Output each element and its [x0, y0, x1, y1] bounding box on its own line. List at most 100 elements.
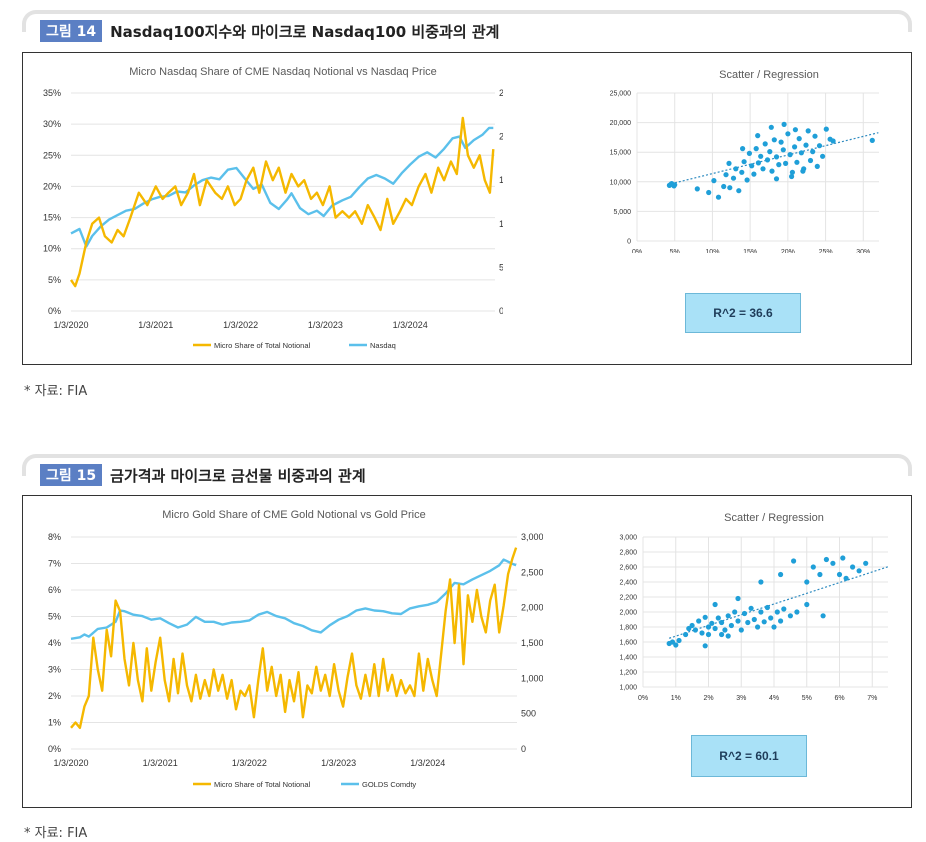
scatter-y-tick-label: 1,400 [619, 655, 637, 662]
scatter-y-tick-label: 5,000 [613, 209, 631, 216]
figure-14-panel: Micro Nasdaq Share of CME Nasdaq Notiona… [22, 52, 912, 365]
scatter-point [689, 622, 695, 629]
scatter-point [726, 160, 732, 166]
series-line-0 [70, 547, 518, 729]
y-left-tick-label: 3% [48, 665, 61, 675]
scatter-y-tick-label: 1,200 [619, 670, 637, 677]
y-right-tick-label: 2,500 [521, 567, 543, 577]
scatter-point [725, 613, 731, 619]
y-left-tick-label: 7% [48, 559, 61, 569]
x-tick-label: 1/3/2021 [138, 320, 173, 330]
y-left-tick-label: 5% [48, 612, 61, 622]
scatter-y-tick-label: 0 [627, 239, 631, 246]
figure-14-line-chart: Micro Nasdaq Share of CME Nasdaq Notiona… [43, 66, 503, 350]
scatter-point [732, 609, 738, 615]
scatter-point [715, 615, 721, 621]
scatter-point [712, 625, 718, 632]
scatter-point [817, 571, 823, 578]
scatter-x-tick-label: 0% [638, 695, 648, 702]
scatter-y-tick-label: 25,000 [610, 91, 632, 98]
figure-15-r2-box: R^2 = 60.1 [691, 735, 807, 777]
scatter-title: Scatter / Regression [724, 512, 824, 524]
scatter-point [758, 609, 764, 615]
scatter-point [850, 564, 856, 570]
scatter-point [748, 605, 754, 611]
scatter-point [712, 601, 718, 608]
scatter-point [778, 571, 784, 578]
scatter-point [738, 627, 744, 633]
figure-14-header-rule [22, 10, 912, 32]
scatter-x-tick-label: 25% [819, 249, 833, 253]
scatter-point [694, 186, 700, 192]
scatter-point [787, 613, 793, 619]
scatter-point [769, 168, 775, 174]
figure-15-scatter-chart: Scatter / Regression 1,000 1,200 1,400 1,600… [619, 512, 888, 702]
series-line-0 [70, 116, 495, 288]
scatter-point [863, 560, 869, 566]
scatter-y-tick-label: 1,600 [619, 640, 637, 647]
scatter-point [721, 183, 727, 190]
x-tick-label: 1/3/2020 [53, 320, 88, 330]
y-left-tick-label: 1% [48, 718, 61, 728]
scatter-point [796, 136, 802, 142]
scatter-point [728, 622, 734, 629]
scatter-point [741, 610, 748, 617]
scatter-point [733, 166, 739, 172]
y-right-tick-label: 1,000 [521, 673, 543, 683]
scatter-y-tick-label: 2,400 [619, 580, 637, 587]
y-left-tick-label: 20% [43, 181, 61, 191]
figure-15-header: 그림 15 금가격과 마이크로 금선물 비중과의 관계 [22, 454, 912, 486]
scatter-point [749, 163, 755, 169]
scatter-x-tick-label: 2% [703, 695, 713, 702]
scatter-point [804, 579, 810, 585]
scatter-x-tick-label: 6% [834, 695, 844, 702]
scatter-point [686, 625, 692, 632]
y-left-tick-label: 5% [48, 275, 61, 285]
scatter-point [810, 149, 816, 155]
x-tick-label: 1/3/2022 [223, 320, 258, 330]
scatter-point [758, 153, 764, 159]
scatter-point [869, 137, 875, 143]
scatter-point [740, 146, 746, 152]
scatter-point [785, 131, 791, 137]
scatter-point [830, 560, 836, 566]
y-left-tick-label: 0% [48, 306, 61, 316]
legend-label: GOLDS Comdty [362, 780, 416, 789]
x-tick-label: 1/3/2024 [393, 320, 428, 330]
scatter-point [699, 630, 705, 636]
scatter-y-tick-label: 20,000 [610, 120, 632, 127]
scatter-point [735, 595, 741, 602]
scatter-point [792, 127, 798, 133]
scatter-point [762, 141, 768, 147]
scatter-point [669, 639, 676, 645]
scatter-point [768, 124, 774, 130]
scatter-y-tick-label: 1,800 [619, 625, 637, 632]
scatter-point [668, 181, 674, 187]
figure-15-source: * 자료: FIA [24, 826, 88, 841]
scatter-point [830, 138, 836, 144]
scatter-point [746, 150, 752, 156]
figure-14-r2-box: R^2 = 36.6 [685, 293, 801, 333]
scatter-point [767, 149, 773, 155]
scatter-point [755, 133, 761, 139]
y-left-tick-label: 25% [43, 150, 61, 160]
scatter-point [741, 159, 747, 165]
y-right-tick-label: 10,000 [499, 219, 503, 229]
x-tick-label: 1/3/2023 [308, 320, 343, 330]
scatter-point [761, 619, 767, 625]
scatter-point [751, 616, 757, 623]
scatter-y-tick-label: 2,600 [619, 565, 637, 572]
scatter-point [739, 169, 745, 175]
series-line-1 [70, 558, 517, 640]
figure-14-title: 그림 14 Nasdaq100지수와 마이크로 Nasdaq100 비중과의 관… [40, 20, 506, 42]
scatter-point [800, 168, 806, 174]
trendline [667, 132, 879, 186]
scatter-point [778, 139, 784, 145]
scatter-point [816, 143, 823, 149]
y-right-tick-label: 500 [521, 709, 536, 719]
scatter-point [823, 126, 829, 132]
scatter-point [781, 121, 787, 127]
scatter-point [676, 637, 682, 644]
scatter-point [764, 157, 771, 163]
y-left-tick-label: 0% [48, 744, 61, 754]
